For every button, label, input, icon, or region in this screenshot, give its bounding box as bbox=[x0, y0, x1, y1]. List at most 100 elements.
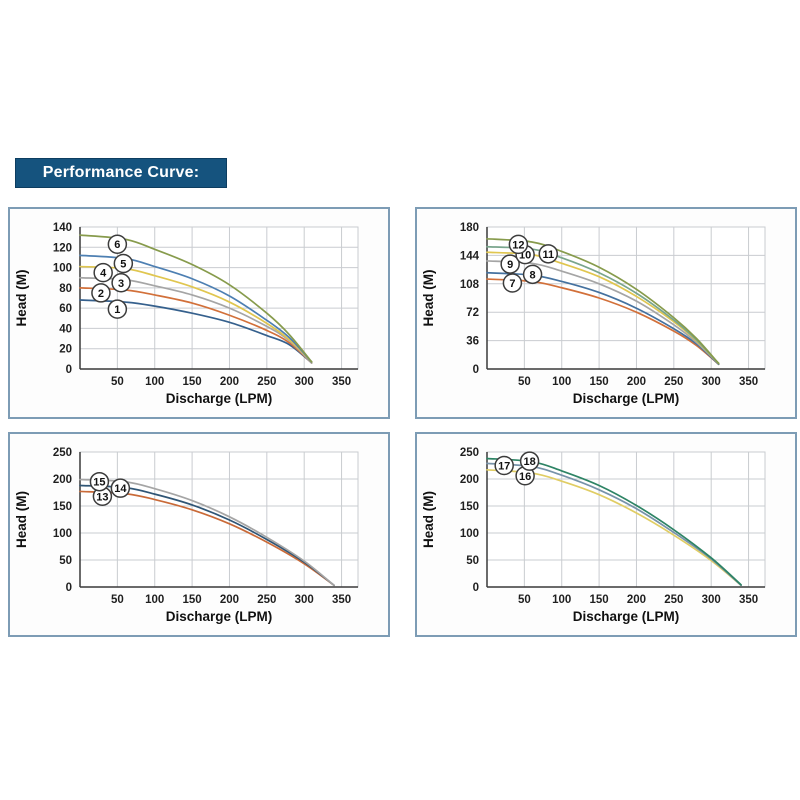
y-tick-label: 80 bbox=[59, 283, 72, 295]
curve-label-number-14: 14 bbox=[114, 483, 127, 495]
curve-label-number-16: 16 bbox=[519, 471, 531, 483]
y-axis-title: Head (M) bbox=[14, 270, 29, 327]
curve-label-number-2: 2 bbox=[98, 288, 104, 300]
x-tick-label: 150 bbox=[183, 594, 202, 606]
x-tick-label: 100 bbox=[552, 594, 571, 606]
x-tick-label: 50 bbox=[518, 594, 531, 606]
y-tick-label: 150 bbox=[53, 501, 72, 513]
y-tick-label: 150 bbox=[460, 501, 479, 513]
chart-canvas: 0 20 40 60 80 100 120 140 50 100 150 200 250 300 350 Di… bbox=[14, 222, 359, 406]
x-tick-label: 200 bbox=[220, 594, 239, 606]
x-axis-title: Discharge (LPM) bbox=[573, 609, 680, 624]
section-header: Performance Curve: bbox=[15, 158, 227, 188]
x-tick-label: 50 bbox=[111, 594, 124, 606]
curve-label-circle-1 bbox=[107, 299, 128, 319]
y-tick-label: 100 bbox=[53, 263, 72, 275]
curve-label-number-17: 17 bbox=[498, 461, 510, 473]
curve-label-number-12: 12 bbox=[512, 239, 524, 251]
x-tick-label: 350 bbox=[739, 376, 758, 388]
y-axis-title: Head (M) bbox=[421, 270, 436, 327]
curve-label-number-1: 1 bbox=[114, 304, 120, 316]
y-tick-label: 72 bbox=[466, 307, 479, 319]
x-axis-title: Discharge (LPM) bbox=[166, 609, 273, 624]
x-tick-label: 50 bbox=[518, 376, 531, 388]
x-tick-label: 250 bbox=[257, 594, 276, 606]
curve-label-circle-11 bbox=[538, 244, 559, 264]
y-tick-label: 120 bbox=[53, 242, 72, 254]
y-tick-label: 100 bbox=[53, 528, 72, 540]
x-tick-label: 350 bbox=[739, 594, 758, 606]
x-tick-label: 100 bbox=[552, 376, 571, 388]
curve-label-number-3: 3 bbox=[118, 278, 124, 290]
curve-label-circle-14 bbox=[110, 478, 131, 498]
performance-chart-models-13-15: 0 50 100 150 200 250 50 100 150 200 250 300 350 Disch… bbox=[8, 432, 390, 637]
x-axis-title: Discharge (LPM) bbox=[166, 391, 273, 406]
chart-canvas: 0 36 72 108 144 180 50 100 150 200 250 300 350 Discha… bbox=[421, 222, 766, 406]
curve-label-circle-2 bbox=[91, 283, 111, 303]
y-tick-label: 20 bbox=[59, 344, 72, 356]
chart-canvas: 0 50 100 150 200 250 50 100 150 200 250 300 350 Disch… bbox=[14, 447, 359, 624]
curve-12 bbox=[486, 237, 720, 365]
curve-label-circle-7 bbox=[502, 273, 523, 293]
y-tick-label: 0 bbox=[66, 582, 72, 594]
x-tick-label: 300 bbox=[702, 594, 721, 606]
x-tick-label: 350 bbox=[332, 594, 351, 606]
curve-label-circle-8 bbox=[522, 264, 543, 285]
y-tick-label: 0 bbox=[473, 582, 479, 594]
curve-label-circle-17 bbox=[494, 455, 514, 476]
x-tick-label: 250 bbox=[664, 594, 683, 606]
x-tick-label: 150 bbox=[590, 376, 609, 388]
x-tick-label: 300 bbox=[295, 376, 314, 388]
x-tick-label: 200 bbox=[627, 594, 646, 606]
y-tick-label: 50 bbox=[466, 555, 479, 567]
curve-label-number-18: 18 bbox=[523, 456, 535, 468]
curve-label-number-9: 9 bbox=[507, 259, 513, 271]
x-tick-label: 100 bbox=[145, 594, 164, 606]
curve-label-number-15: 15 bbox=[93, 477, 105, 489]
y-tick-label: 60 bbox=[59, 303, 72, 315]
curve-label-number-5: 5 bbox=[120, 259, 126, 271]
performance-chart-models-1-6: 0 20 40 60 80 100 120 140 50 100 150 200 250 300 350 Di… bbox=[8, 207, 390, 419]
x-tick-label: 200 bbox=[220, 376, 239, 388]
y-tick-label: 36 bbox=[466, 336, 479, 348]
section-title: Performance Curve: bbox=[42, 164, 200, 181]
curve-label-circle-15 bbox=[89, 471, 110, 492]
x-tick-label: 250 bbox=[257, 376, 276, 388]
curve-label-circle-12 bbox=[508, 234, 529, 255]
curve-label-circle-3 bbox=[111, 273, 131, 293]
curve-label-circle-4 bbox=[93, 262, 113, 283]
y-tick-label: 250 bbox=[53, 447, 72, 459]
y-tick-label: 50 bbox=[59, 555, 72, 567]
y-tick-label: 144 bbox=[460, 250, 480, 262]
chart-canvas: 0 50 100 150 200 250 50 100 150 200 250 300 350 Disch… bbox=[421, 447, 766, 624]
curve-label-number-4: 4 bbox=[100, 268, 107, 280]
curve-16 bbox=[486, 468, 742, 587]
curve-label-number-11: 11 bbox=[542, 249, 554, 261]
y-tick-label: 180 bbox=[460, 222, 479, 234]
x-tick-label: 50 bbox=[111, 376, 124, 388]
performance-chart-models-16-18: 0 50 100 150 200 250 50 100 150 200 250 300 350 Disch… bbox=[415, 432, 797, 637]
y-tick-label: 200 bbox=[53, 474, 72, 486]
x-tick-label: 200 bbox=[627, 376, 646, 388]
x-tick-label: 100 bbox=[145, 376, 164, 388]
y-tick-label: 0 bbox=[473, 364, 479, 376]
x-tick-label: 250 bbox=[664, 376, 683, 388]
x-tick-label: 150 bbox=[590, 594, 609, 606]
curve-label-number-7: 7 bbox=[509, 278, 515, 290]
x-tick-label: 150 bbox=[183, 376, 202, 388]
curve-11 bbox=[486, 245, 720, 365]
y-tick-label: 140 bbox=[53, 222, 72, 234]
curve-9 bbox=[486, 260, 720, 365]
y-tick-label: 108 bbox=[460, 279, 480, 291]
y-tick-label: 250 bbox=[460, 447, 479, 459]
curve-2 bbox=[79, 287, 313, 364]
x-tick-label: 300 bbox=[295, 594, 314, 606]
y-tick-label: 200 bbox=[460, 474, 479, 486]
curve-label-circle-5 bbox=[113, 253, 134, 274]
curve-6 bbox=[79, 234, 313, 363]
y-tick-label: 40 bbox=[59, 323, 72, 335]
y-axis-title: Head (M) bbox=[421, 491, 436, 548]
curve-label-number-6: 6 bbox=[114, 239, 120, 251]
curve-label-number-8: 8 bbox=[530, 269, 536, 281]
